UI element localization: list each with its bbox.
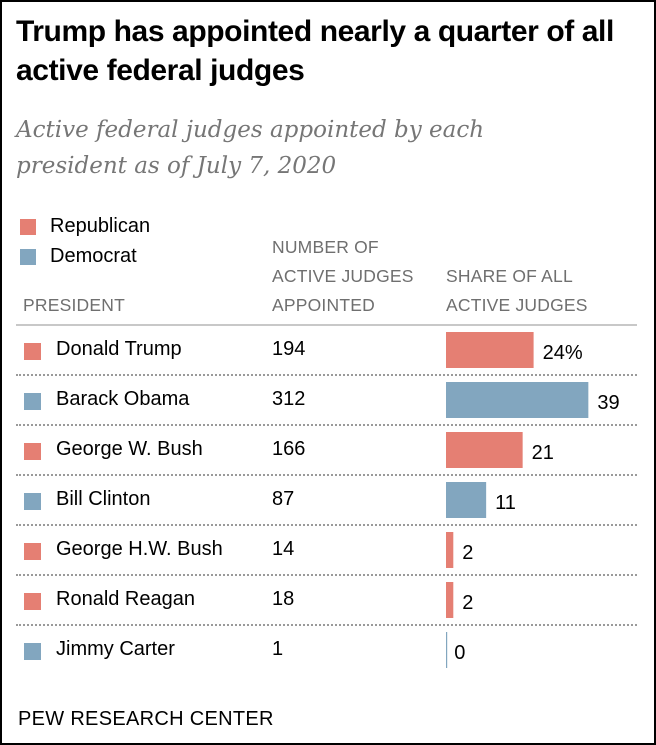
chart-subtitle: Active federal judges appointed by each … (16, 117, 485, 179)
president-name: Ronald Reagan (56, 588, 195, 610)
chart-title: Trump has appointed nearly a quarter of … (16, 15, 614, 87)
bar (446, 432, 523, 468)
bar-chart-row: 2 (446, 532, 473, 568)
party-swatch (24, 343, 41, 360)
bar-chart-row: 11 (446, 482, 516, 518)
bar-value-label: 24% (543, 342, 583, 364)
bar-value-label: 2 (462, 592, 473, 614)
legend-item-democrat: Democrat (20, 245, 137, 268)
party-swatch (24, 593, 41, 610)
bar-value-label: 21 (532, 442, 554, 464)
table-row: George W. Bush 166 21 (0, 426, 656, 476)
party-swatch (24, 493, 41, 510)
row-divider (16, 424, 637, 426)
bar-chart-row: 2 (446, 582, 473, 618)
president-name: Barack Obama (56, 388, 190, 410)
table-row: Donald Trump 194 24% (0, 326, 656, 376)
column-header-share-line: ACTIVE JUDGES (446, 295, 588, 315)
president-name: George H.W. Bush (56, 538, 223, 560)
table-row: Barack Obama 312 39 (0, 376, 656, 426)
column-header-share: SHARE OF ALL ACTIVE JUDGES (446, 262, 588, 320)
bar (446, 332, 534, 368)
bar-value-label: 2 (462, 542, 473, 564)
row-divider (16, 624, 637, 626)
column-header-count: NUMBER OF ACTIVE JUDGES APPOINTED (272, 233, 414, 320)
column-header-count-line: APPOINTED (272, 295, 375, 315)
judges-count: 312 (272, 388, 306, 410)
party-swatch (24, 643, 41, 660)
judges-count: 18 (272, 588, 295, 610)
judges-count: 1 (272, 638, 284, 660)
column-header-president: PRESIDENT (23, 295, 125, 315)
header-rule (16, 324, 637, 326)
bar (446, 532, 454, 568)
bar (446, 482, 487, 518)
bar-chart-row: 24% (446, 332, 583, 368)
judges-count: 14 (272, 538, 295, 560)
bar (446, 382, 589, 418)
president-name: George W. Bush (56, 438, 203, 460)
row-divider (16, 474, 637, 476)
table-row: Jimmy Carter 1 0 (0, 626, 656, 676)
row-divider (16, 524, 637, 526)
table-row: Ronald Reagan 18 2 (0, 576, 656, 626)
legend-label-democrat: Democrat (50, 245, 137, 267)
judges-count: 87 (272, 488, 295, 510)
table-row: George H.W. Bush 14 2 (0, 526, 656, 576)
party-swatch (24, 543, 41, 560)
party-swatch (24, 393, 41, 410)
bar-value-label: 39 (597, 392, 619, 414)
table-row: Bill Clinton 87 11 (0, 476, 656, 526)
source-footer: PEW RESEARCH CENTER (18, 708, 274, 730)
legend-item-republican: Republican (20, 215, 150, 238)
president-name: Jimmy Carter (56, 638, 175, 660)
party-swatch (24, 443, 41, 460)
row-divider (16, 574, 637, 576)
judges-count: 166 (272, 438, 306, 460)
bar-value-label: 11 (495, 492, 516, 514)
column-header-share-line: SHARE OF ALL (446, 266, 573, 286)
bar-chart-row: 0 (446, 632, 465, 668)
bar (446, 632, 448, 668)
legend-swatch-republican (20, 218, 36, 235)
bar-chart-row: 21 (446, 432, 554, 468)
president-name: Bill Clinton (56, 488, 151, 510)
legend-swatch-democrat (20, 248, 36, 265)
bar (446, 582, 454, 618)
bar-value-label: 0 (454, 642, 465, 664)
bar-chart-row: 39 (446, 382, 620, 418)
legend-label-republican: Republican (50, 215, 151, 237)
column-header-count-line: NUMBER OF (272, 237, 379, 257)
judges-count: 194 (272, 338, 306, 360)
president-name: Donald Trump (56, 338, 182, 360)
row-divider (16, 374, 637, 376)
column-header-count-line: ACTIVE JUDGES (272, 266, 414, 286)
